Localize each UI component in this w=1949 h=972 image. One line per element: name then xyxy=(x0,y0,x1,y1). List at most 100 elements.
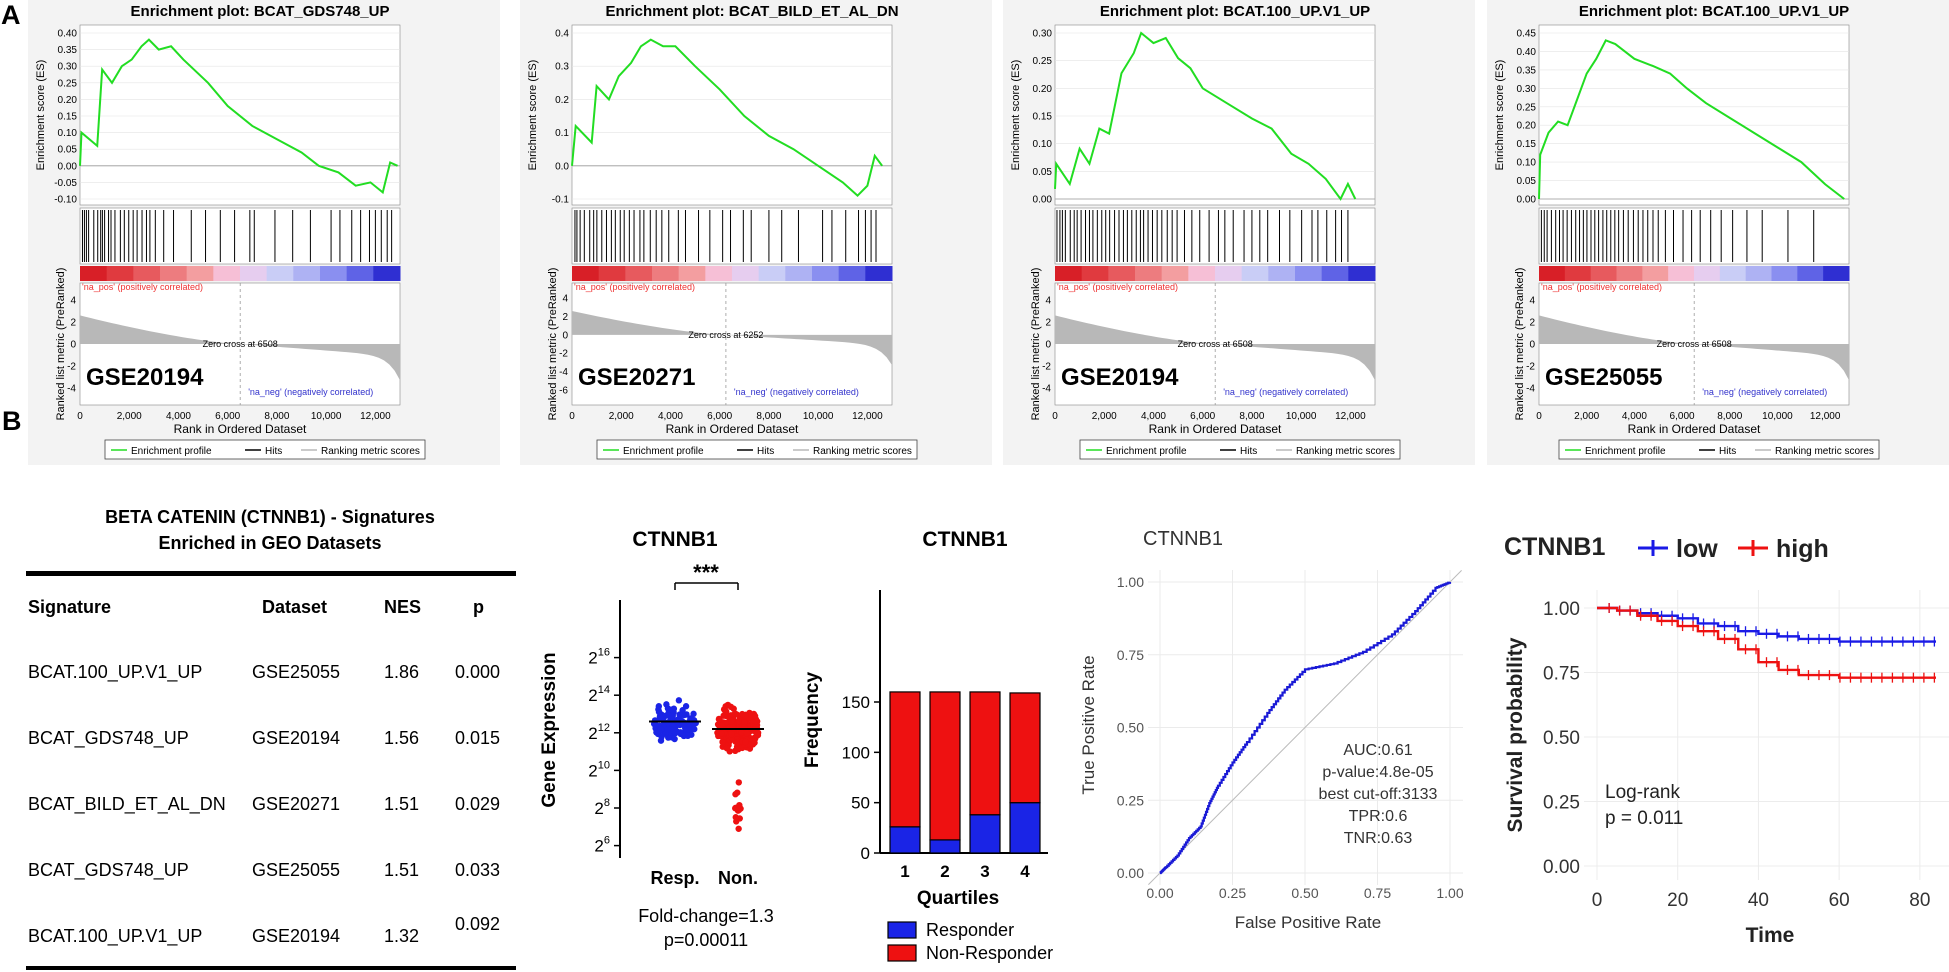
rank-tick-label: -4 xyxy=(67,384,76,395)
expression-point xyxy=(715,716,723,723)
bar-xlabel: Quartiles xyxy=(917,888,999,909)
rank-tick-label: -2 xyxy=(1526,362,1535,373)
rank-tick-label: 2 xyxy=(1045,318,1051,329)
es-tick-label: 0.40 xyxy=(58,29,78,40)
x-tick-label: 12,000 xyxy=(1810,411,1841,422)
km-ylabel: Survival probability xyxy=(1504,637,1527,832)
gsea-plot-1: Enrichment plot: BCAT_GDS748_UP 0.40 0.35 0… xyxy=(28,0,500,465)
es-tick-label: 0.15 xyxy=(1033,112,1053,123)
es-tick-label: 0.10 xyxy=(1517,158,1537,169)
roc-y-tick-label: 0.25 xyxy=(1117,792,1144,808)
fold-change-label: Fold-change=1.3 xyxy=(638,906,774,926)
heatmap-segment xyxy=(1215,266,1243,281)
heatmap-segment xyxy=(1108,266,1136,281)
bar-segment xyxy=(889,826,921,854)
es-tick-label: 0.20 xyxy=(1517,121,1537,132)
tick-exponent: 12 xyxy=(598,722,610,734)
rank-tick-label: -2 xyxy=(559,349,568,360)
heatmap-segment xyxy=(678,266,706,281)
es-plot-area xyxy=(571,24,893,206)
legend-label: Hits xyxy=(1719,446,1736,457)
rank-tick-label: 4 xyxy=(1529,296,1535,307)
roc-x-tick-label: 0.50 xyxy=(1291,885,1318,901)
gsea-title: Enrichment plot: BCAT.100_UP.V1_UP xyxy=(1100,3,1370,20)
legend-label: Enrichment profile xyxy=(1106,446,1187,457)
roc-y-tick-label: 1.00 xyxy=(1117,574,1144,590)
roc-diagonal xyxy=(1148,570,1462,885)
expression-point xyxy=(734,738,742,746)
expression-point xyxy=(668,706,676,713)
dataset-label: GSE20194 xyxy=(86,364,204,391)
table-title-line-1: BETA CATENIN (CTNNB1) - Signatures xyxy=(105,507,435,527)
heatmap-segment xyxy=(346,266,374,281)
expression-point xyxy=(749,719,757,726)
table-cell-dataset: GSE20271 xyxy=(252,794,341,814)
es-tick-label: 0.30 xyxy=(1033,29,1053,40)
rank-tick-label: 2 xyxy=(562,312,568,323)
table-cell-p: 0.015 xyxy=(455,728,501,748)
es-tick-label: 0.30 xyxy=(1517,84,1537,95)
table-cell-dataset: GSE25055 xyxy=(252,662,341,682)
es-tick-label: 0.20 xyxy=(1033,84,1053,95)
legend-box xyxy=(1079,439,1401,460)
bar-segment xyxy=(929,691,961,841)
ranking-metric-area xyxy=(572,311,892,366)
header-nes: NES xyxy=(384,597,422,617)
x-tick-label: 4,000 xyxy=(1141,411,1166,422)
rank-tick-label: -4 xyxy=(559,367,568,378)
tick-exponent: 16 xyxy=(598,647,610,659)
roc-x-tick-label: 0.25 xyxy=(1219,885,1246,901)
heatmap-segment xyxy=(293,266,321,281)
legend-swatch xyxy=(887,921,917,939)
table-cell-signature: BCAT_GDS748_UP xyxy=(28,728,189,748)
legend-label: Hits xyxy=(265,446,282,457)
heatmap-segment xyxy=(1590,266,1617,281)
table-top-rule xyxy=(26,571,516,576)
roc-annotation: p-value:4.8e-05 xyxy=(1322,764,1433,781)
pos-label: 'na_pos' (positively correlated) xyxy=(82,282,203,292)
p-value-label: p=0.00011 xyxy=(664,930,748,950)
heatmap-segment xyxy=(1268,266,1296,281)
rank-tick-label: 2 xyxy=(70,318,76,329)
rank-tick-label: 4 xyxy=(562,294,568,305)
hits-area xyxy=(571,207,893,265)
expression-point xyxy=(743,729,751,737)
x-tick-label: 10,000 xyxy=(1286,411,1317,422)
heatmap-segment xyxy=(1188,266,1216,281)
bar-segment xyxy=(1009,692,1041,804)
x-tick-label: 10,000 xyxy=(1762,411,1793,422)
x-tick-label: 2,000 xyxy=(1574,411,1599,422)
heatmap-segment xyxy=(133,266,161,281)
heatmap-segment xyxy=(1348,266,1376,281)
es-tick-label: 0.05 xyxy=(58,145,78,156)
km-gene-label: CTNNB1 xyxy=(1504,533,1605,561)
zero-cross-label: Zero cross at 6252 xyxy=(688,330,763,340)
bar-category-label: 4 xyxy=(1020,862,1030,881)
x-axis-label: Rank in Ordered Dataset xyxy=(1149,422,1282,436)
gsea-title: Enrichment plot: BCAT_GDS748_UP xyxy=(131,3,390,20)
legend-label: Enrichment profile xyxy=(1585,446,1666,457)
x-tick-label: 0 xyxy=(569,411,575,422)
gsea-plot-2: Enrichment plot: BCAT_BILD_ET_AL_DN 0.4 0.… xyxy=(520,0,992,465)
tick-exponent: 10 xyxy=(598,759,610,771)
rank-tick-label: -4 xyxy=(1042,384,1051,395)
enrichment-profile xyxy=(1538,39,1845,200)
gsea-title: Enrichment plot: BCAT.100_UP.V1_UP xyxy=(1579,3,1849,20)
bar-title: CTNNB1 xyxy=(922,528,1007,551)
heatmap-segment xyxy=(1135,266,1163,281)
expression-point xyxy=(723,745,731,752)
x-tick-label: 2,000 xyxy=(609,411,634,422)
legend-box xyxy=(596,439,918,460)
table-cell-p: 0.000 xyxy=(455,662,501,682)
expression-point xyxy=(742,738,749,746)
es-tick-label: 0.35 xyxy=(58,45,78,56)
tick-base: 2 xyxy=(588,686,597,705)
heatmap-segment xyxy=(705,266,733,281)
expression-point xyxy=(671,735,678,743)
neg-label: 'na_neg' (negatively correlated) xyxy=(248,387,373,397)
es-tick-label: 0.05 xyxy=(1033,167,1053,178)
roc-y-tick-label: 0.50 xyxy=(1117,720,1144,736)
rank-ylabel: Ranked list metric (PreRanked) xyxy=(547,268,559,421)
heatmap-segment xyxy=(785,266,813,281)
